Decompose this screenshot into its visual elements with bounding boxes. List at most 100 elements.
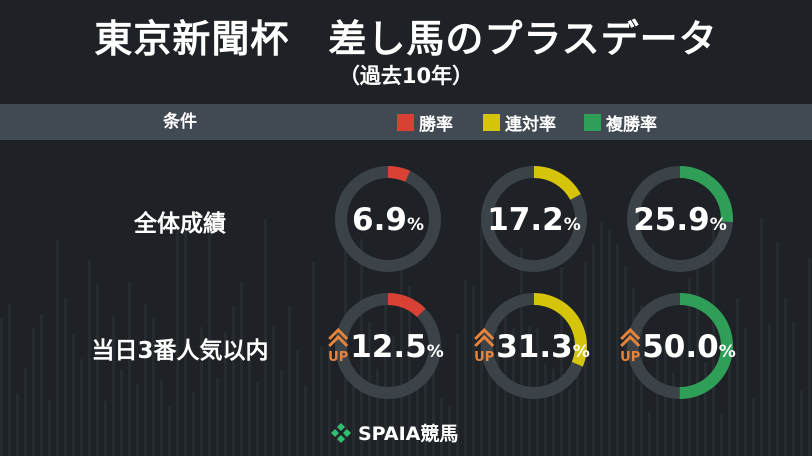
donut-value-label: 25.9% — [633, 202, 727, 238]
spaia-logo: SPAIA競馬 — [330, 419, 458, 446]
background-bar — [576, 361, 579, 456]
condition-header: 条件 — [163, 112, 197, 132]
row-label-overall: 全体成績 — [134, 211, 226, 237]
background-bar — [472, 286, 475, 456]
background-bar — [56, 240, 59, 456]
background-bar — [424, 371, 427, 456]
background-bar — [88, 259, 91, 456]
background-bar — [552, 368, 555, 456]
background-bar — [184, 222, 187, 456]
background-bar — [336, 400, 339, 456]
background-bar — [672, 372, 675, 456]
background-bar — [800, 390, 803, 456]
background-bar — [312, 261, 315, 456]
legend-item-win-rate: 勝率 — [397, 104, 453, 140]
donut-1-1: 31.3%UP — [474, 293, 590, 399]
donut-value-label: 50.0% — [642, 329, 736, 365]
background-bar — [0, 317, 3, 456]
background-bar — [784, 298, 787, 456]
donut-value-arc — [335, 166, 441, 272]
legend-label-win-rate: 勝率 — [419, 114, 453, 135]
background-bar — [208, 224, 211, 456]
background-bar — [464, 279, 467, 456]
background-bar — [120, 368, 123, 456]
background-bar — [608, 230, 611, 456]
donut-0-1: 17.2% — [481, 166, 587, 272]
donut-value-arc — [481, 166, 587, 272]
donut-value-label: 31.3% — [496, 329, 590, 365]
legend-item-show-rate: 複勝率 — [584, 104, 657, 140]
up-chevron-icon — [620, 327, 641, 341]
background-bar — [80, 359, 83, 456]
background-bar — [616, 243, 619, 456]
background-bar — [32, 327, 35, 456]
background-bar — [496, 328, 499, 456]
background-bar — [232, 305, 235, 456]
donut-0-2: 25.9% — [627, 166, 733, 272]
background-bar — [200, 327, 203, 456]
background-bar — [592, 244, 595, 456]
donut-value-arc — [627, 293, 733, 399]
background-bar — [416, 388, 419, 456]
donut-value-arc — [335, 293, 441, 399]
background-bar — [688, 278, 691, 456]
background-bar — [720, 414, 723, 456]
spaia-logo-icon — [331, 422, 351, 443]
background-bar — [8, 303, 11, 456]
header-band: 条件 勝率 連対率 複勝率 — [0, 104, 812, 140]
donut-value-arc — [481, 293, 587, 399]
up-chevron-icon — [620, 334, 641, 348]
legend-label-place-rate: 連対率 — [505, 114, 556, 135]
background-bar — [112, 316, 115, 456]
background-bar — [736, 298, 739, 456]
up-indicator: UP — [328, 327, 349, 365]
background-bar — [712, 224, 715, 456]
background-bar — [704, 362, 707, 456]
background-bar — [320, 345, 323, 456]
background-bar — [440, 397, 443, 456]
background-bar — [192, 391, 195, 456]
donut-value-label: 17.2% — [487, 202, 581, 238]
spaia-logo-text: SPAIA競馬 — [358, 423, 459, 445]
background-bar — [272, 326, 275, 456]
background-bar — [72, 333, 75, 456]
background-bar — [176, 228, 179, 456]
legend-swatch-win-rate — [397, 113, 414, 131]
up-chevron-icon — [328, 327, 349, 341]
background-bar — [544, 363, 547, 456]
donut-value-arc — [627, 166, 733, 272]
donut-1-0: 12.5%UP — [328, 293, 444, 399]
background-bar — [600, 222, 603, 456]
background-bar — [560, 267, 563, 456]
background-bar — [216, 378, 219, 456]
up-label: UP — [474, 350, 494, 365]
up-indicator: UP — [474, 327, 495, 365]
up-label: UP — [328, 350, 348, 365]
background-bar — [760, 217, 763, 456]
legend-swatch-place-rate — [483, 113, 500, 131]
background-bar — [776, 241, 779, 456]
background-bar — [664, 344, 667, 456]
background-bar — [624, 266, 627, 456]
background-bar — [520, 248, 523, 456]
up-chevron-icon — [474, 327, 495, 341]
donut-1-2: 50.0%UP — [620, 293, 736, 399]
page-subtitle: （過去10年） — [338, 64, 474, 88]
background-bar — [152, 318, 155, 456]
background-bar — [792, 322, 795, 456]
up-chevron-icon — [474, 334, 495, 348]
background-bar — [768, 324, 771, 456]
background-bar — [808, 257, 811, 456]
background-bar — [64, 298, 67, 456]
background-bar — [24, 367, 27, 456]
background-bar — [160, 380, 163, 456]
background-bar — [48, 400, 51, 456]
background-bar — [432, 325, 435, 456]
background-bar — [656, 351, 659, 456]
up-label: UP — [620, 350, 640, 365]
background-bar — [328, 345, 331, 456]
background-bar — [744, 327, 747, 456]
legend-swatch-show-rate — [584, 113, 601, 131]
